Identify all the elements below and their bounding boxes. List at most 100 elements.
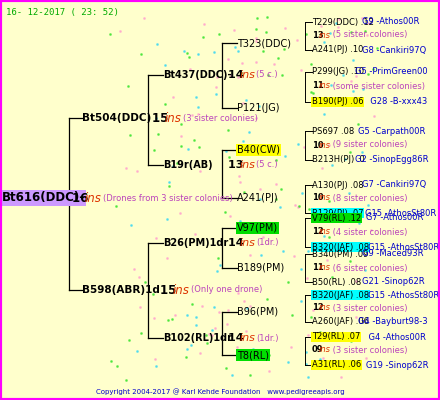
Point: [365, 20, 372, 27]
Text: 14: 14: [228, 70, 247, 80]
Point: [240, 354, 247, 360]
Point: [362, 355, 369, 362]
Point: [170, 94, 177, 100]
Point: [310, 90, 317, 96]
Point: [128, 222, 135, 228]
Point: [202, 332, 209, 338]
Point: [197, 350, 204, 356]
Text: V97(PM): V97(PM): [237, 223, 278, 233]
Point: [259, 48, 266, 54]
Point: [296, 203, 303, 209]
Point: [152, 234, 159, 241]
Point: [352, 73, 359, 80]
Text: ins: ins: [319, 140, 331, 150]
Point: [263, 29, 270, 35]
Text: Copyright 2004-2017 @ Karl Kehde Foundation   www.pedigreeapis.org: Copyright 2004-2017 @ Karl Kehde Foundat…: [95, 388, 345, 395]
Point: [275, 55, 282, 62]
Point: [292, 202, 299, 208]
Point: [325, 234, 332, 241]
Point: [253, 114, 260, 121]
Point: [133, 348, 140, 354]
Point: [201, 20, 208, 27]
Point: [209, 326, 216, 333]
Text: A31(RL) .06: A31(RL) .06: [312, 360, 361, 370]
Point: [212, 324, 219, 331]
Text: ins: ins: [240, 160, 256, 170]
Point: [151, 356, 158, 362]
Point: [169, 316, 176, 322]
Point: [254, 15, 261, 22]
Text: G5 -PrimGreen00: G5 -PrimGreen00: [355, 68, 427, 76]
Point: [126, 132, 133, 138]
Point: [316, 329, 323, 336]
Point: [257, 186, 264, 192]
Point: [243, 328, 250, 334]
Point: [364, 71, 371, 77]
Text: G15 -AthosSt80R: G15 -AthosSt80R: [368, 242, 439, 252]
Point: [353, 314, 360, 320]
Point: [264, 14, 271, 20]
Point: [149, 290, 156, 297]
Point: [354, 336, 361, 343]
Point: [246, 252, 253, 259]
Point: [186, 66, 193, 72]
Text: G9 -Athos00R: G9 -Athos00R: [362, 18, 419, 26]
Point: [319, 354, 326, 361]
Text: G15 -AthosSt80R: G15 -AthosSt80R: [365, 208, 436, 218]
Point: [335, 16, 342, 22]
Text: Bt437(DDC)-: Bt437(DDC)-: [163, 70, 231, 80]
Point: [239, 138, 246, 144]
Text: 16: 16: [72, 192, 92, 204]
Text: 11: 11: [312, 82, 324, 90]
Point: [165, 179, 172, 186]
Point: [235, 48, 242, 54]
Text: T8(RL): T8(RL): [237, 350, 269, 360]
Point: [124, 83, 131, 90]
Point: [249, 346, 257, 352]
Text: (5 sister colonies): (5 sister colonies): [330, 30, 407, 40]
Point: [183, 312, 190, 318]
Point: [278, 186, 285, 192]
Text: 14: 14: [228, 238, 247, 248]
Point: [304, 374, 311, 380]
Point: [130, 266, 137, 272]
Point: [226, 154, 233, 160]
Text: B190(PJ) .06: B190(PJ) .06: [312, 98, 363, 106]
Point: [361, 28, 368, 34]
Text: B320(JAF) .08: B320(JAF) .08: [312, 242, 369, 252]
Point: [332, 20, 339, 26]
Text: B320(JAF) .08: B320(JAF) .08: [312, 290, 369, 300]
Point: [236, 173, 243, 179]
Text: G5 -Carpath00R: G5 -Carpath00R: [358, 126, 425, 136]
Text: P121(JG): P121(JG): [237, 103, 279, 113]
Text: (Only one drone): (Only one drone): [191, 286, 262, 294]
Point: [319, 164, 326, 171]
Point: [106, 31, 114, 37]
Text: P299(JG) .10: P299(JG) .10: [312, 68, 364, 76]
Point: [320, 39, 327, 45]
Point: [228, 372, 235, 378]
Text: 12: 12: [312, 304, 324, 312]
Text: ins: ins: [319, 30, 331, 40]
Point: [290, 252, 297, 259]
Point: [334, 99, 341, 105]
Point: [298, 190, 305, 196]
Point: [193, 322, 200, 328]
Point: [346, 148, 353, 155]
Point: [349, 87, 356, 94]
Point: [334, 24, 341, 30]
Point: [330, 295, 337, 301]
Point: [161, 101, 169, 108]
Text: ins: ins: [319, 228, 331, 236]
Point: [198, 303, 205, 309]
Point: [355, 120, 362, 127]
Point: [135, 274, 142, 280]
Text: 10: 10: [312, 140, 324, 150]
Point: [231, 27, 238, 33]
Point: [164, 316, 171, 323]
Text: G19 -Sinop62R: G19 -Sinop62R: [358, 360, 429, 370]
Point: [185, 54, 192, 60]
Point: [237, 218, 244, 224]
Point: [126, 337, 133, 344]
Point: [347, 78, 354, 84]
